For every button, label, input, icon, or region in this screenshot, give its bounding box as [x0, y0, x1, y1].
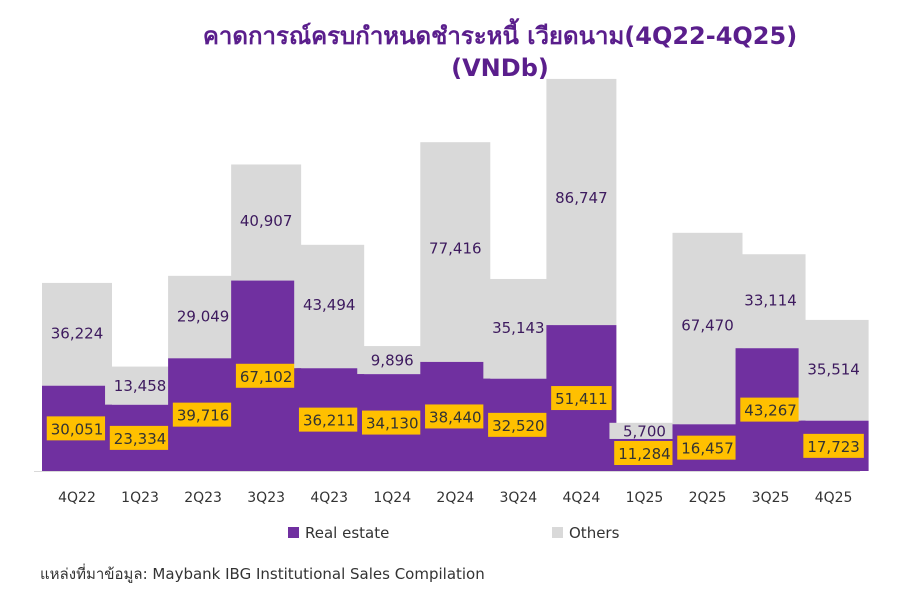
value-label-real-estate: 36,211 [303, 412, 356, 430]
x-tick-label: 3Q23 [247, 490, 285, 506]
value-label-real-estate: 32,520 [492, 417, 545, 435]
bar-others [609, 422, 680, 439]
bar-others [420, 142, 491, 362]
value-label-others: 40,907 [240, 212, 293, 230]
value-label-real-estate: 34,130 [366, 415, 419, 433]
bar-others [357, 346, 428, 375]
value-label-others: 77,416 [429, 240, 482, 258]
value-label-box [425, 404, 486, 429]
value-label-box [803, 433, 864, 458]
x-tick-label: 4Q22 [58, 490, 96, 506]
value-label-box [298, 407, 360, 432]
value-label-others: 5,700 [623, 423, 666, 441]
bar-others [42, 282, 112, 386]
value-label-box [172, 402, 234, 427]
x-tick-label: 2Q25 [689, 490, 727, 506]
source-note: แหล่งที่มาข้อมูล: Maybank IBG Institutio… [40, 565, 485, 583]
value-label-box [677, 435, 738, 460]
value-label-box [740, 397, 801, 422]
value-label-real-estate: 16,457 [681, 440, 734, 458]
x-tick-label: 2Q24 [436, 490, 474, 506]
x-tick-label: 2Q23 [184, 490, 222, 506]
value-label-real-estate: 67,102 [240, 368, 293, 386]
value-label-box [46, 416, 108, 441]
x-tick-label: 4Q25 [815, 490, 853, 506]
x-tick-label: 4Q24 [563, 490, 601, 506]
value-label-others: 36,224 [51, 324, 104, 342]
x-tick-label: 4Q23 [310, 490, 348, 506]
legend-swatch-others [552, 527, 563, 538]
bar-others [168, 275, 239, 359]
value-label-others: 35,143 [492, 319, 545, 337]
value-label-real-estate: 23,334 [114, 430, 167, 448]
value-label-others: 67,470 [681, 317, 734, 335]
value-label-real-estate: 17,723 [807, 438, 860, 456]
x-tick-label: 1Q25 [626, 490, 664, 506]
x-tick-label: 1Q24 [373, 490, 411, 506]
bar-others [105, 366, 176, 405]
value-label-real-estate: 51,411 [555, 390, 608, 408]
bar-others [231, 164, 302, 281]
value-label-real-estate: 43,267 [744, 402, 797, 420]
value-label-box [109, 425, 171, 450]
value-label-real-estate: 30,051 [51, 420, 104, 438]
bar-others [294, 244, 365, 369]
chart-subtitle: (VNDb) [451, 54, 549, 82]
value-label-others: 29,049 [177, 307, 230, 325]
value-label-others: 13,458 [114, 377, 167, 395]
value-label-box [235, 363, 297, 388]
value-label-real-estate: 11,284 [618, 445, 671, 463]
value-label-box [362, 410, 423, 435]
value-label-box [614, 441, 675, 465]
value-label-others: 86,747 [555, 189, 608, 207]
value-label-real-estate: 39,716 [177, 407, 230, 425]
value-label-others: 43,494 [303, 296, 356, 314]
x-tick-label: 3Q24 [499, 490, 537, 506]
bar-others [798, 319, 869, 421]
chart-title: คาดการณ์ครบกำหนดชำระหนี้ เวียดนาม(4Q22-4… [202, 22, 798, 50]
x-tick-label: 3Q25 [752, 490, 790, 506]
value-label-real-estate: 38,440 [429, 408, 482, 426]
value-label-others: 35,514 [807, 360, 860, 378]
legend-swatch-real-estate [288, 527, 299, 538]
bar-others [483, 278, 554, 379]
x-tick-label: 1Q23 [121, 490, 159, 506]
legend-label-others: Others [569, 524, 620, 542]
value-label-others: 9,896 [371, 352, 414, 370]
value-label-box [488, 412, 549, 437]
value-label-others: 33,114 [744, 291, 797, 309]
legend-label-real-estate: Real estate [305, 524, 389, 542]
value-label-box [551, 386, 612, 411]
bar-others [546, 78, 617, 326]
bar-others [672, 232, 743, 425]
bar-others [735, 254, 806, 349]
